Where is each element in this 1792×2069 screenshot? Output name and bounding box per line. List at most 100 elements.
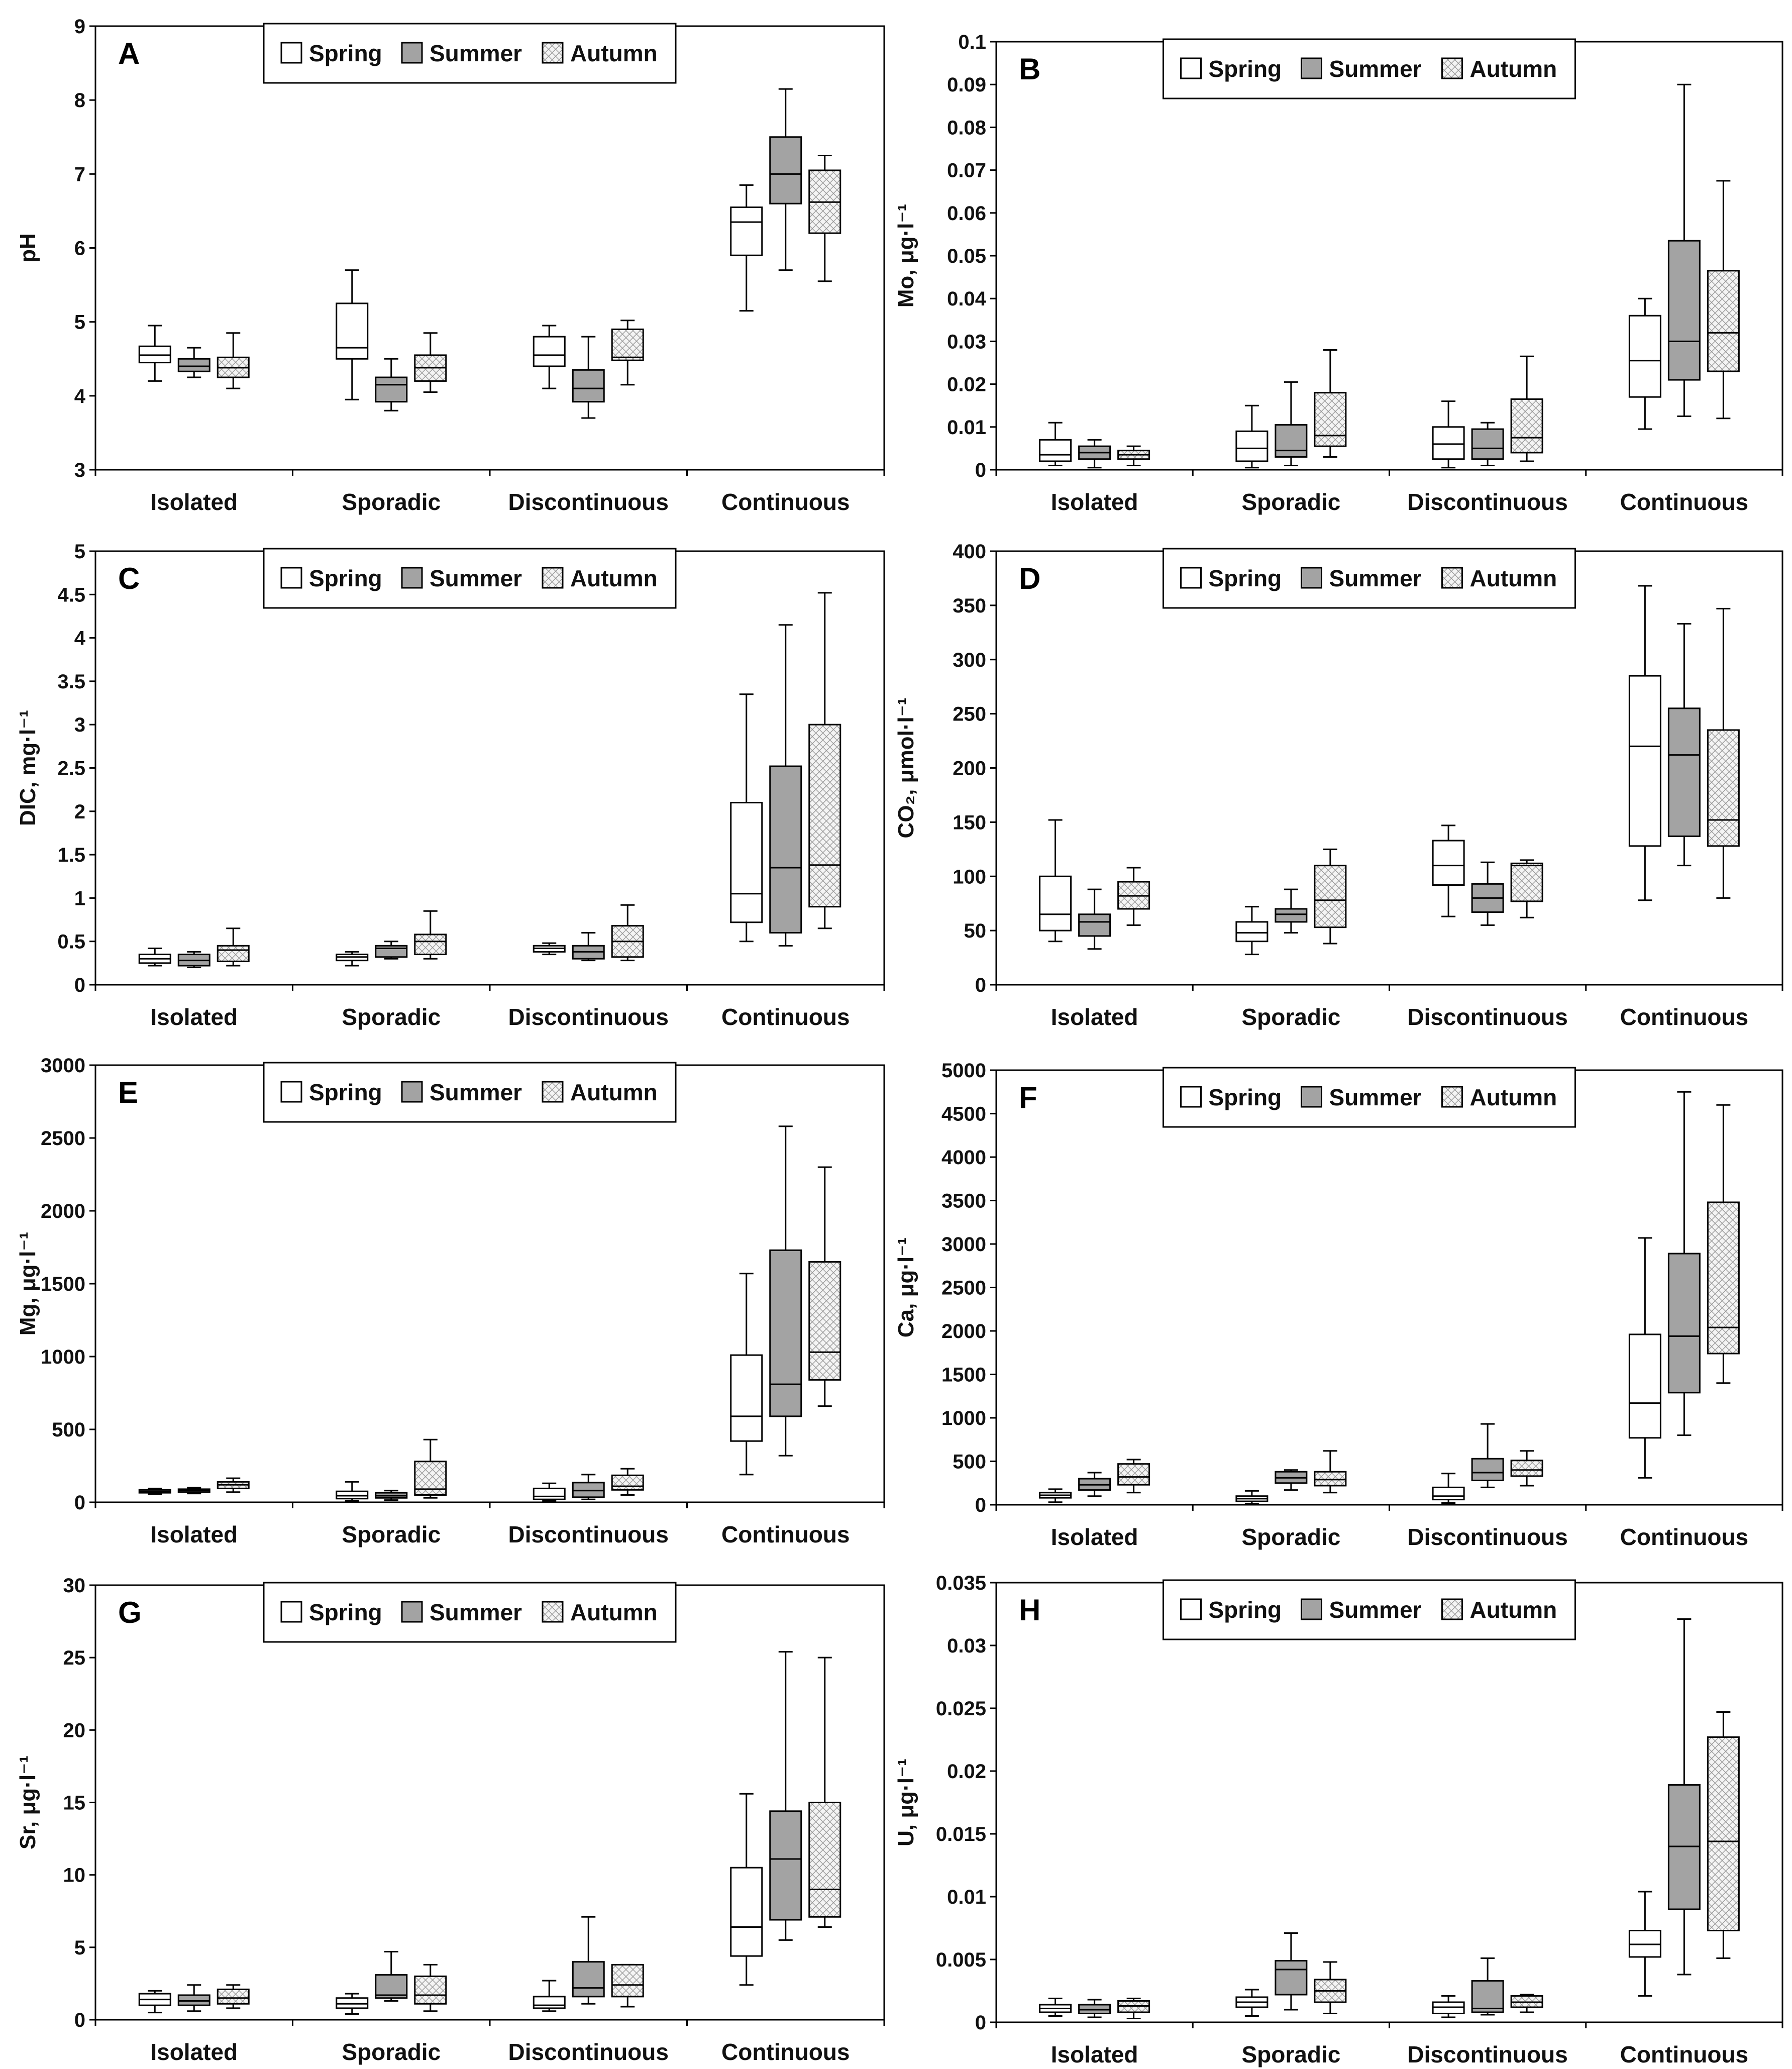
box [611, 1474, 644, 1491]
box-spring [730, 1793, 763, 1986]
legend-entry: Spring [309, 565, 382, 591]
category-label: Continuous [1620, 1004, 1749, 1030]
y-tick-label: 3.5 [57, 671, 85, 693]
legend-frame [263, 1062, 677, 1123]
category-label: Continuous [1620, 1524, 1749, 1550]
y-tick-label: 2.5 [57, 758, 85, 780]
y-axis-label: Mg, μg·l⁻¹ [16, 1232, 40, 1336]
box [1510, 862, 1543, 902]
box [414, 1976, 447, 2005]
category-label: Sporadic [342, 489, 441, 515]
box [1667, 240, 1701, 381]
box-spring [1039, 422, 1072, 466]
box-spring [1039, 819, 1072, 943]
y-tick-label: 0.005 [936, 1949, 986, 1971]
box-summer [1078, 888, 1111, 950]
category-label: Isolated [1051, 489, 1138, 515]
panel-g: 0 5 10 15 20 25 30 Sr, μg·l⁻¹ G Isolated Sporadic D… [0, 1547, 896, 2069]
box-autumn [611, 320, 644, 386]
y-tick-label: 4 [74, 385, 86, 407]
category-label: Continuous [1620, 489, 1749, 515]
category-label: Sporadic [342, 1004, 441, 1030]
category-label: Isolated [1051, 2041, 1138, 2067]
box [769, 136, 802, 204]
box [533, 336, 566, 367]
box [533, 1996, 566, 2009]
box-spring [336, 951, 369, 967]
legend-entry: Summer [1329, 56, 1422, 82]
legend-entry: Autumn [1470, 565, 1557, 591]
box-autumn [217, 1477, 250, 1493]
chart-svg: 0 0.5 1 1.5 2 2.5 3 3.5 4 4.5 5 DIC, mg·l⁻¹ C Isolate… [16, 541, 885, 1030]
legend-swatch [1301, 57, 1322, 79]
legend-swatch [401, 1601, 423, 1623]
y-axis-label: U, μg·l⁻¹ [894, 1758, 918, 1846]
category-label: Isolated [150, 1004, 238, 1030]
category-label: Sporadic [1241, 2041, 1340, 2067]
y-tick-label: 15 [63, 1792, 86, 1814]
legend-entry: Spring [309, 1079, 382, 1105]
box-summer [1667, 83, 1701, 417]
y-tick-label: 300 [953, 649, 986, 671]
legend-swatch [1441, 567, 1463, 589]
legend-swatch [1180, 57, 1202, 79]
y-tick-label: 0.025 [936, 1698, 986, 1720]
legend-entry: Autumn [1470, 1597, 1557, 1623]
category-label: Isolated [150, 2039, 238, 2065]
box-spring [730, 184, 763, 312]
legend-frame [1163, 1067, 1576, 1128]
box [611, 1963, 644, 1998]
legend: Spring Summer Autumn [1163, 1067, 1576, 1128]
category-label: Continuous [721, 489, 850, 515]
box [1471, 1458, 1504, 1482]
box-spring [1628, 297, 1661, 430]
panel-h: 0 0.005 0.01 0.015 0.02 0.025 0.03 0.035 U, μg·l… [894, 1547, 1792, 2069]
legend-entry: Summer [430, 565, 522, 591]
y-tick-label: 0 [74, 974, 85, 996]
y-tick-label: 2500 [941, 1277, 986, 1299]
y-tick-label: 10 [63, 1865, 86, 1887]
legend-frame [1163, 38, 1576, 99]
box [730, 206, 763, 256]
legend-swatch [280, 567, 302, 589]
box [1667, 707, 1701, 837]
legend-entry: Summer [430, 1079, 522, 1105]
y-tick-label: 100 [953, 866, 986, 888]
box-summer [1471, 422, 1504, 466]
box [730, 1354, 763, 1442]
box [1078, 913, 1111, 937]
plot-frame [94, 1584, 885, 2021]
box-spring [533, 325, 566, 389]
category-label: Sporadic [1241, 1004, 1340, 1030]
box-autumn [611, 1468, 644, 1496]
category-label: Discontinuous [508, 1521, 669, 1547]
box-autumn [1314, 1961, 1347, 2014]
legend-swatch [280, 42, 302, 64]
category-label: Discontinuous [1407, 1004, 1567, 1030]
y-tick-label: 0.02 [947, 374, 986, 396]
box [1314, 865, 1347, 928]
box-spring [336, 1481, 369, 1502]
legend-frame [263, 23, 677, 84]
category-label: Discontinuous [1407, 1524, 1567, 1550]
y-tick-label: 0.03 [947, 331, 986, 353]
y-tick-label: 0.01 [947, 1886, 986, 1908]
box [1510, 398, 1543, 454]
chart-svg: 0 0.005 0.01 0.015 0.02 0.025 0.03 0.035 U, μg·l… [894, 1572, 1783, 2067]
legend-frame [263, 548, 677, 609]
y-tick-label: 1500 [941, 1364, 986, 1386]
box [1314, 1471, 1347, 1487]
panel-a: 3 4 5 6 7 8 9 pH A Isolated Sporadic Discontinuous C… [0, 0, 896, 515]
box-autumn [808, 1166, 841, 1407]
y-tick-label: 8 [74, 89, 85, 112]
y-tick-label: 0.01 [947, 417, 986, 439]
y-tick-label: 6 [74, 238, 85, 260]
box [1039, 439, 1072, 462]
box-summer [177, 1984, 210, 2012]
legend-entry: Autumn [570, 1599, 658, 1625]
box-autumn [1314, 1450, 1347, 1494]
plot-frame [995, 41, 1783, 471]
box-summer [375, 358, 408, 411]
box [1039, 875, 1072, 932]
